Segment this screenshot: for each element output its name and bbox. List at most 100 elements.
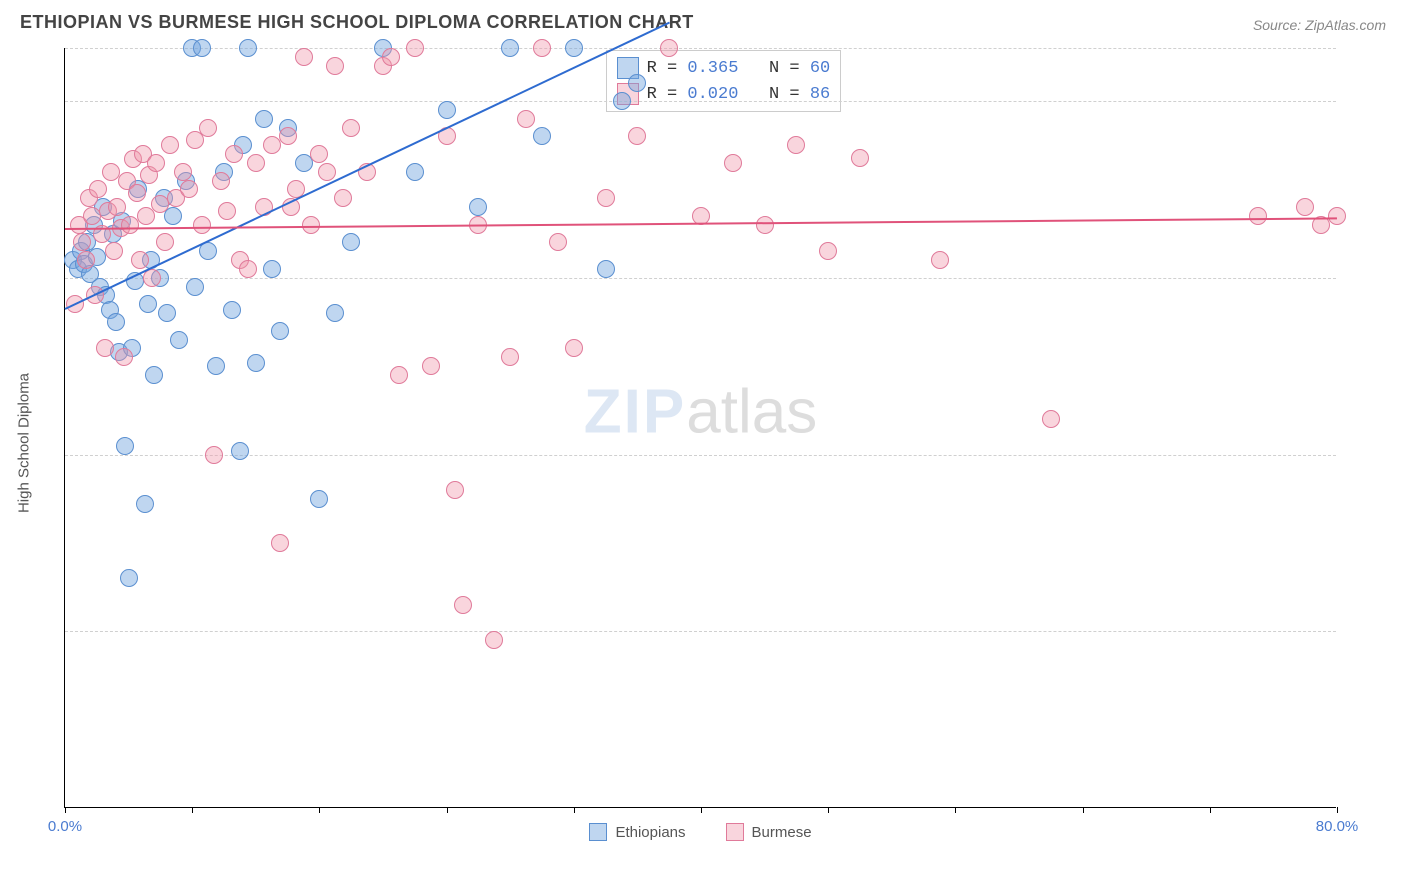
scatter-point (851, 149, 869, 167)
scatter-point (231, 442, 249, 460)
scatter-point (116, 437, 134, 455)
scatter-point (446, 481, 464, 499)
scatter-point (342, 119, 360, 137)
x-tick (955, 807, 956, 813)
scatter-point (533, 39, 551, 57)
scatter-point (147, 154, 165, 172)
scatter-point (302, 216, 320, 234)
scatter-point (161, 136, 179, 154)
scatter-point (310, 145, 328, 163)
x-tick-label: 80.0% (1316, 818, 1359, 835)
scatter-point (1296, 198, 1314, 216)
scatter-point (406, 39, 424, 57)
scatter-point (186, 278, 204, 296)
scatter-point (107, 313, 125, 331)
scatter-point (131, 251, 149, 269)
scatter-point (533, 127, 551, 145)
scatter-point (170, 331, 188, 349)
scatter-point (73, 233, 91, 251)
scatter-point (255, 110, 273, 128)
grid-line (65, 455, 1336, 456)
scatter-point (158, 304, 176, 322)
x-tick (828, 807, 829, 813)
scatter-point (145, 366, 163, 384)
scatter-point (342, 233, 360, 251)
scatter-point (819, 242, 837, 260)
scatter-point (310, 490, 328, 508)
source-attribution: Source: ZipAtlas.com (1253, 17, 1386, 33)
scatter-point (326, 57, 344, 75)
scatter-point (334, 189, 352, 207)
legend-item: Burmese (726, 823, 812, 841)
scatter-point (128, 184, 146, 202)
scatter-point (1042, 410, 1060, 428)
scatter-point (597, 189, 615, 207)
scatter-point (218, 202, 236, 220)
scatter-point (193, 39, 211, 57)
legend-item: Ethiopians (589, 823, 685, 841)
watermark-zip: ZIP (584, 378, 686, 447)
scatter-point (613, 92, 631, 110)
scatter-point (931, 251, 949, 269)
scatter-point (199, 119, 217, 137)
scatter-point (247, 154, 265, 172)
scatter-point (205, 446, 223, 464)
scatter-point (318, 163, 336, 181)
scatter-point (628, 127, 646, 145)
x-tick (1083, 807, 1084, 813)
scatter-point (223, 301, 241, 319)
scatter-point (565, 39, 583, 57)
scatter-point (422, 357, 440, 375)
x-tick (701, 807, 702, 813)
scatter-point (517, 110, 535, 128)
scatter-point (271, 534, 289, 552)
scatter-point (485, 631, 503, 649)
scatter-point (77, 251, 95, 269)
scatter-point (565, 339, 583, 357)
header: ETHIOPIAN VS BURMESE HIGH SCHOOL DIPLOMA… (0, 0, 1406, 39)
scatter-point (136, 495, 154, 513)
scatter-point (1249, 207, 1267, 225)
x-tick (319, 807, 320, 813)
bottom-legend: Ethiopians Burmese (65, 823, 1336, 841)
scatter-point (501, 348, 519, 366)
scatter-point (454, 596, 472, 614)
scatter-point (96, 339, 114, 357)
stats-row: R = 0.020 N = 86 (617, 81, 831, 107)
y-axis-label: High School Diploma (16, 373, 33, 513)
scatter-point (406, 163, 424, 181)
scatter-point (212, 172, 230, 190)
scatter-point (469, 198, 487, 216)
watermark-atlas: atlas (686, 378, 817, 447)
legend-swatch (589, 823, 607, 841)
scatter-point (549, 233, 567, 251)
x-tick (65, 807, 66, 813)
scatter-point (207, 357, 225, 375)
chart-area: High School Diploma ZIPatlas R = 0.365 N… (20, 48, 1386, 838)
scatter-point (174, 163, 192, 181)
x-tick-label: 0.0% (48, 818, 82, 835)
scatter-point (180, 180, 198, 198)
scatter-point (105, 242, 123, 260)
scatter-point (597, 260, 615, 278)
x-tick (1337, 807, 1338, 813)
legend-label: Burmese (752, 824, 812, 841)
scatter-point (271, 322, 289, 340)
scatter-point (89, 180, 107, 198)
scatter-point (108, 198, 126, 216)
scatter-point (193, 216, 211, 234)
scatter-point (247, 354, 265, 372)
scatter-point (660, 39, 678, 57)
scatter-point (139, 295, 157, 313)
scatter-point (724, 154, 742, 172)
legend-label: Ethiopians (615, 824, 685, 841)
chart-container: ETHIOPIAN VS BURMESE HIGH SCHOOL DIPLOMA… (0, 0, 1406, 892)
scatter-point (390, 366, 408, 384)
grid-line (65, 631, 1336, 632)
scatter-point (787, 136, 805, 154)
grid-line (65, 278, 1336, 279)
plot-box: ZIPatlas R = 0.365 N = 60 R = 0.020 N = 8… (64, 48, 1336, 808)
scatter-point (382, 48, 400, 66)
scatter-point (120, 569, 138, 587)
stats-text: R = 0.365 N = 60 (647, 59, 831, 78)
